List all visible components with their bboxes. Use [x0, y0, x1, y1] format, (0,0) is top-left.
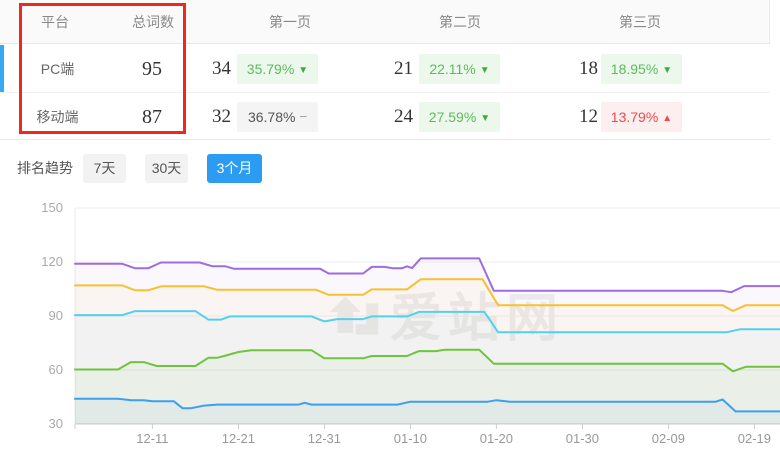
- aizhan-watermark: 爱站网: [328, 293, 564, 345]
- y-axis-tick-label: 30: [49, 416, 63, 431]
- col-header-page3: 第三页: [619, 14, 661, 30]
- col-header-platform: 平台: [41, 14, 69, 30]
- col-header-page2: 第二页: [439, 14, 481, 30]
- page2-count: 24: [394, 106, 413, 127]
- selected-row-indicator: [0, 45, 4, 92]
- trend-chart-section: 爱站网 30 60 90 120 150 12-11 12-21 12-31 01-10 01-2…: [0, 195, 780, 451]
- y-axis-tick-label: 120: [41, 254, 63, 269]
- rank-trend-line-chart[interactable]: 30 60 90 120 150 12-11 12-21 12-31 01-10 01-20 01-…: [0, 195, 780, 451]
- page3-count: 12: [579, 106, 598, 127]
- page1-change-badge: 35.79% ▼: [237, 54, 318, 84]
- col-header-total-words: 总词数: [132, 14, 174, 30]
- y-axis-tick-label: 150: [41, 200, 63, 215]
- x-axis-tick-label: 12-21: [222, 431, 255, 446]
- x-axis-tick-label: 12-31: [308, 431, 341, 446]
- watermark-text: 爱站网: [390, 290, 565, 348]
- table-row-pc[interactable]: PC端 95 34 35.79% ▼ 21 22.11% ▼ 18 18.95% ▼: [0, 45, 770, 93]
- tab-7-days[interactable]: 7天: [83, 154, 126, 183]
- y-axis-tick-label: 90: [49, 308, 63, 323]
- trend-up-icon: ▲: [662, 113, 673, 124]
- trend-down-icon: ▼: [480, 113, 491, 124]
- line-purple-area: [75, 258, 780, 424]
- page3-change-badge: 18.95% ▼: [601, 54, 682, 84]
- trend-section-title: 排名趋势: [17, 160, 73, 176]
- page3-pct: 18.95%: [610, 61, 659, 77]
- platform-label: PC端: [40, 61, 75, 77]
- table-header-row: 平台 总词数 第一页 第二页 第三页: [0, 0, 770, 44]
- x-axis-tick-label: 12-11: [136, 431, 168, 446]
- trend-down-icon: ▼: [662, 65, 673, 76]
- col-header-page1: 第一页: [269, 14, 311, 30]
- page3-change-badge: 13.79% ▲: [601, 102, 682, 132]
- page1-count: 34: [212, 58, 231, 79]
- page1-change-badge: 36.78% −: [237, 102, 318, 132]
- total-words-value: 87: [142, 106, 162, 128]
- page2-change-badge: 27.59% ▼: [419, 102, 500, 132]
- total-words-value: 95: [142, 58, 162, 80]
- x-axis-tick-label: 01-30: [566, 431, 599, 446]
- trend-down-icon: ▼: [479, 65, 490, 76]
- line-green: [74, 348, 780, 373]
- page2-pct: 22.11%: [429, 61, 476, 77]
- line-cyan-area: [75, 311, 780, 424]
- page1-pct: 35.79%: [246, 61, 295, 77]
- x-axis-tick-label: 02-19: [738, 431, 771, 446]
- page1-count: 32: [212, 106, 231, 127]
- aizhan-logo-icon: [329, 296, 379, 335]
- page2-count: 21: [394, 58, 413, 79]
- trend-down-icon: ▼: [298, 65, 309, 76]
- trend-toolbar: 排名趋势 7天 30天 3个月: [0, 141, 780, 195]
- line-yellow: [74, 278, 780, 312]
- stats-table: 平台 总词数 第一页 第二页 第三页 PC端 95 34 35.79% ▼ 21 …: [0, 0, 780, 141]
- page2-change-badge: 22.11% ▼: [419, 54, 500, 84]
- tab-3-months[interactable]: 3个月: [207, 154, 262, 183]
- x-axis-tick-label: 01-20: [480, 431, 513, 446]
- table-row-mobile[interactable]: 移动端 87 32 36.78% − 24 27.59% ▼ 12 13.79% ▲: [0, 93, 770, 140]
- platform-label: 移动端: [36, 109, 79, 125]
- y-axis-tick-label: 60: [49, 362, 63, 377]
- trend-flat-icon: −: [299, 109, 308, 124]
- line-blue: [74, 397, 780, 413]
- x-axis-tick-label: 01-10: [394, 431, 427, 446]
- page3-pct: 13.79%: [610, 109, 659, 125]
- page1-pct: 36.78%: [247, 109, 296, 125]
- tab-30-days[interactable]: 30天: [145, 154, 188, 183]
- line-purple: [74, 257, 780, 294]
- page2-pct: 27.59%: [428, 109, 477, 125]
- x-axis-tick-label: 02-09: [652, 431, 685, 446]
- page3-count: 18: [579, 58, 598, 79]
- line-cyan: [74, 310, 780, 334]
